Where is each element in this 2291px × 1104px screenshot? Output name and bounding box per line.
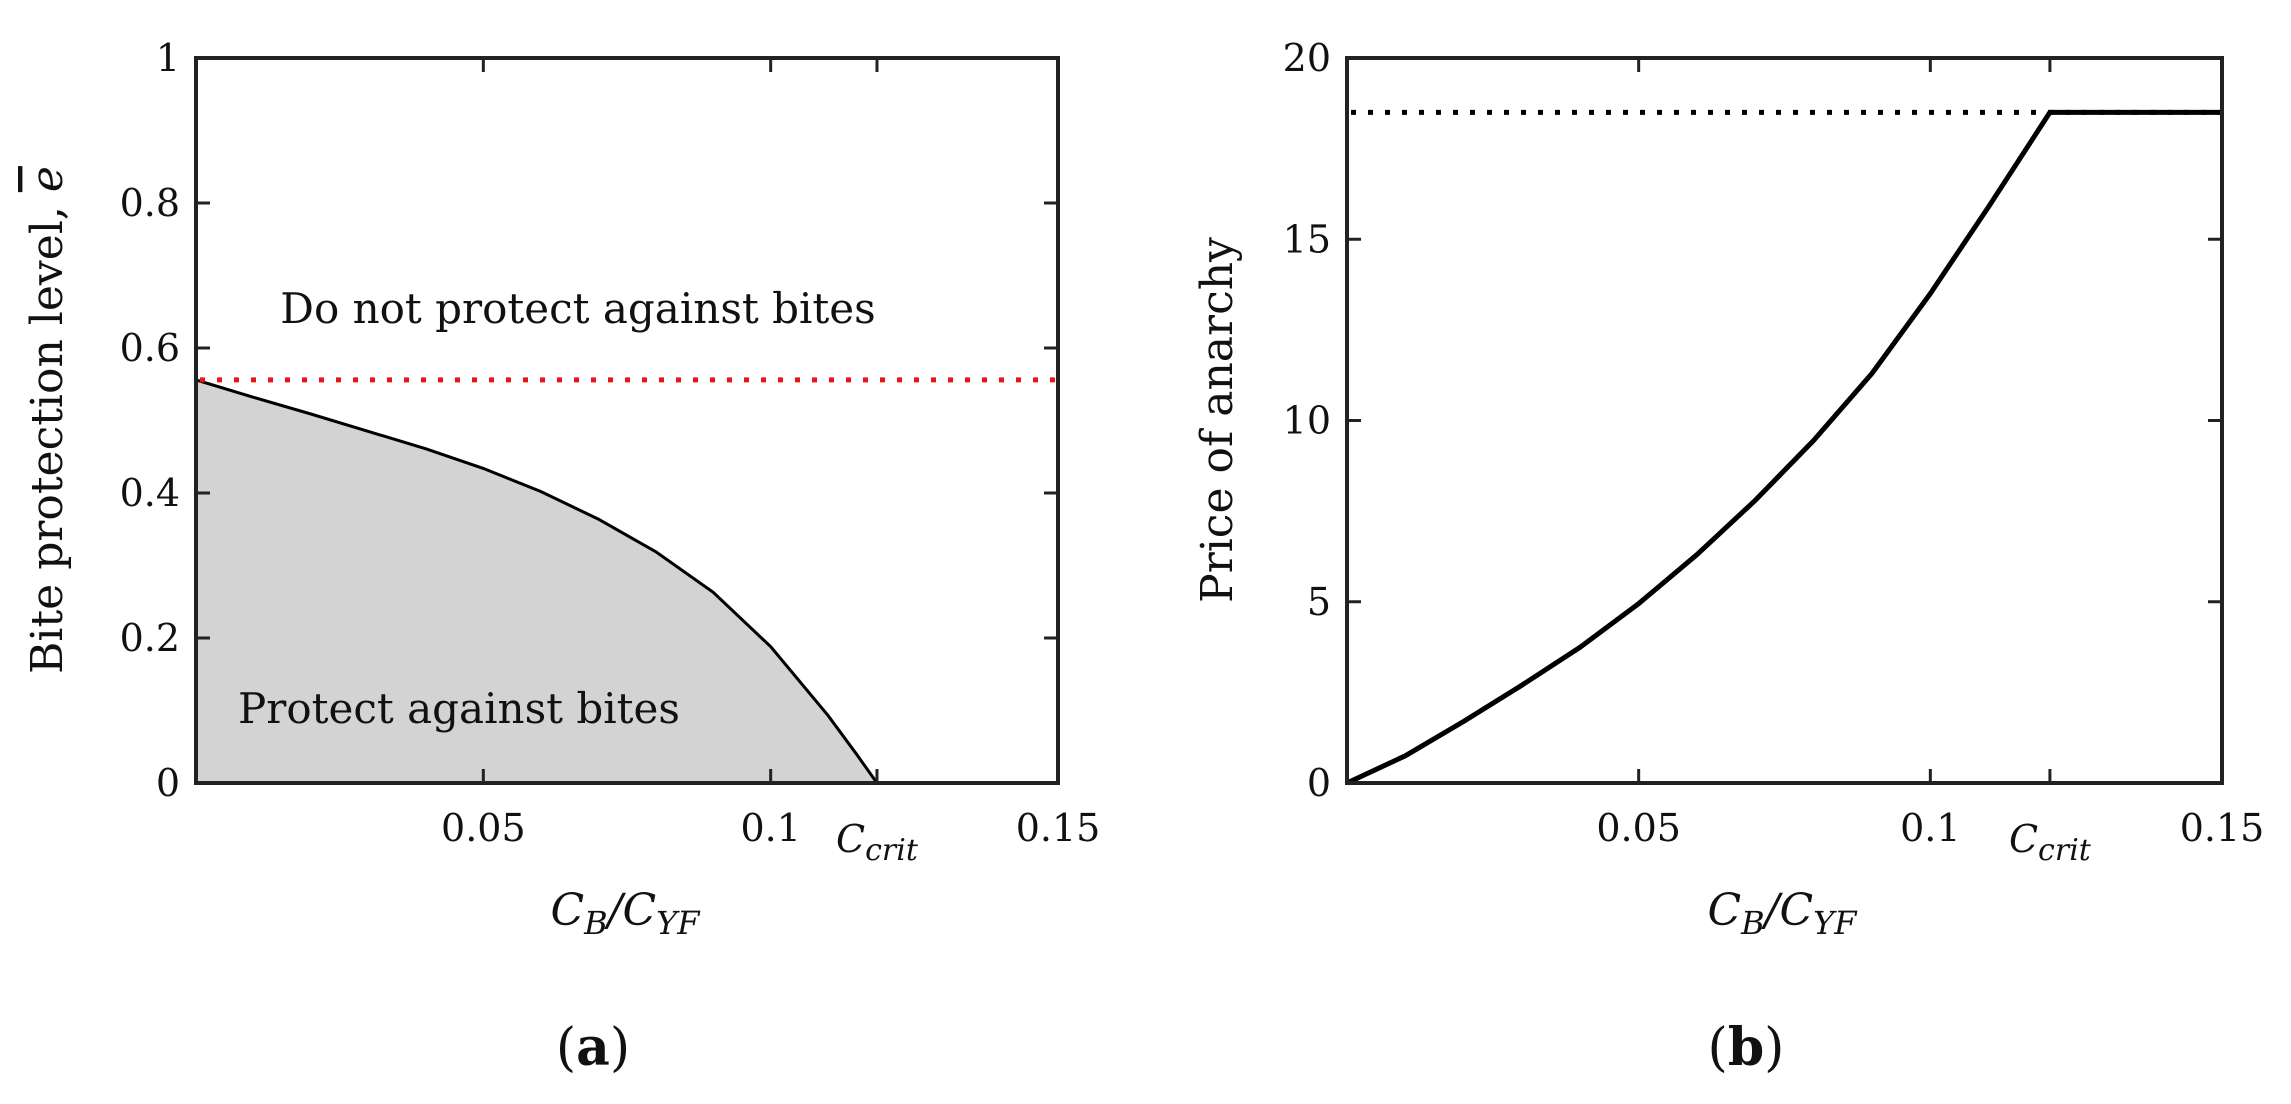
y-tick-label-3: 15 (1283, 217, 1331, 261)
panel-label-a: (a) (556, 1017, 630, 1078)
y-tick-label-3: 0.6 (120, 326, 180, 370)
x-tick-label-1: 0.1 (1900, 806, 1960, 850)
ccrit-label-b: Ccrit (2009, 817, 2092, 868)
boundary-curve (195, 378, 879, 784)
y-tick-label-2: 10 (1283, 399, 1331, 443)
x-tick-label-0: 0.05 (441, 806, 526, 850)
x-tick-labels-b: 0.05 0.1 0.15 (1596, 806, 2264, 850)
price-of-anarchy-curve (1345, 109, 2222, 786)
y-tick-label-0: 0 (156, 761, 180, 805)
plot-frame-a (194, 56, 1060, 785)
annotation-lower: Protect against bites (238, 684, 680, 733)
x-tick-labels-a: 0.05 0.1 0.15 (441, 806, 1100, 850)
y-axis-label-a: Bite protection level, e (22, 166, 73, 674)
y-tick-label-0: 0 (1307, 761, 1331, 805)
tick-marks-a (196, 56, 1060, 785)
x-tick-label-2: 0.15 (2180, 806, 2265, 850)
y-tick-labels-b: 0 5 10 15 20 (1283, 36, 1331, 805)
tick-marks-b (1347, 56, 2224, 785)
panel-label-b: (b) (1708, 1017, 1785, 1078)
ccrit-label-a: Ccrit (836, 817, 919, 868)
panel-b: 0 5 10 15 20 0.05 0.1 0.15 Ccrit CB/CYF Price … (1192, 36, 2264, 1078)
panel-a: 0 0.2 0.4 0.6 0.8 1 0.05 0.1 0.15 Ccrit Do not … (22, 36, 1100, 1078)
y-axis-label-b: Price of anarchy (1192, 237, 1243, 603)
y-tick-label-5: 1 (156, 36, 180, 80)
x-tick-label-1: 0.1 (740, 806, 800, 850)
x-tick-label-0: 0.05 (1596, 806, 1681, 850)
y-tick-label-4: 0.8 (120, 181, 180, 225)
annotation-upper: Do not protect against bites (280, 284, 875, 333)
protect-region-fill (196, 379, 877, 783)
y-tick-label-2: 0.4 (120, 471, 180, 515)
x-axis-label-a: CB/CYF (550, 885, 701, 942)
plot-frame-b (1345, 56, 2224, 785)
x-tick-label-2: 0.15 (1016, 806, 1101, 850)
x-axis-label-b: CB/CYF (1707, 885, 1858, 942)
y-tick-label-1: 0.2 (120, 616, 180, 660)
y-tick-label-1: 5 (1307, 580, 1331, 624)
y-tick-label-4: 20 (1283, 36, 1331, 80)
y-tick-labels-a: 0 0.2 0.4 0.6 0.8 1 (120, 36, 180, 805)
